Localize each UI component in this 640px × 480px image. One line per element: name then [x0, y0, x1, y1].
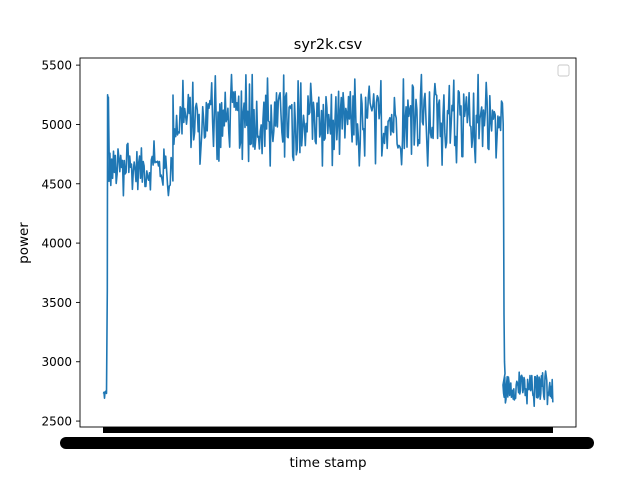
- series-line: [102, 73, 554, 408]
- x-tick-labels: [60, 437, 594, 449]
- y-tick-label: 3500: [41, 296, 72, 310]
- plot-frame: [79, 57, 577, 428]
- y-tick-label: 4500: [41, 177, 72, 191]
- y-tick-label: 2500: [41, 415, 72, 429]
- x-axis: [60, 427, 594, 449]
- y-tick-label: 5500: [41, 59, 72, 73]
- y-tick-label: 5000: [41, 118, 72, 132]
- legend-box: [557, 64, 570, 77]
- y-axis: 2500 3000 3500 4000 4500 5000 5500: [41, 59, 80, 429]
- y-tick-label: 4000: [41, 237, 72, 251]
- chart-title: syr2k.csv: [294, 37, 363, 53]
- y-tick-label: 3000: [41, 355, 72, 369]
- x-axis-label: time stamp: [289, 455, 366, 471]
- x-tick-marks: [103, 427, 553, 433]
- y-axis-label: power: [16, 222, 32, 264]
